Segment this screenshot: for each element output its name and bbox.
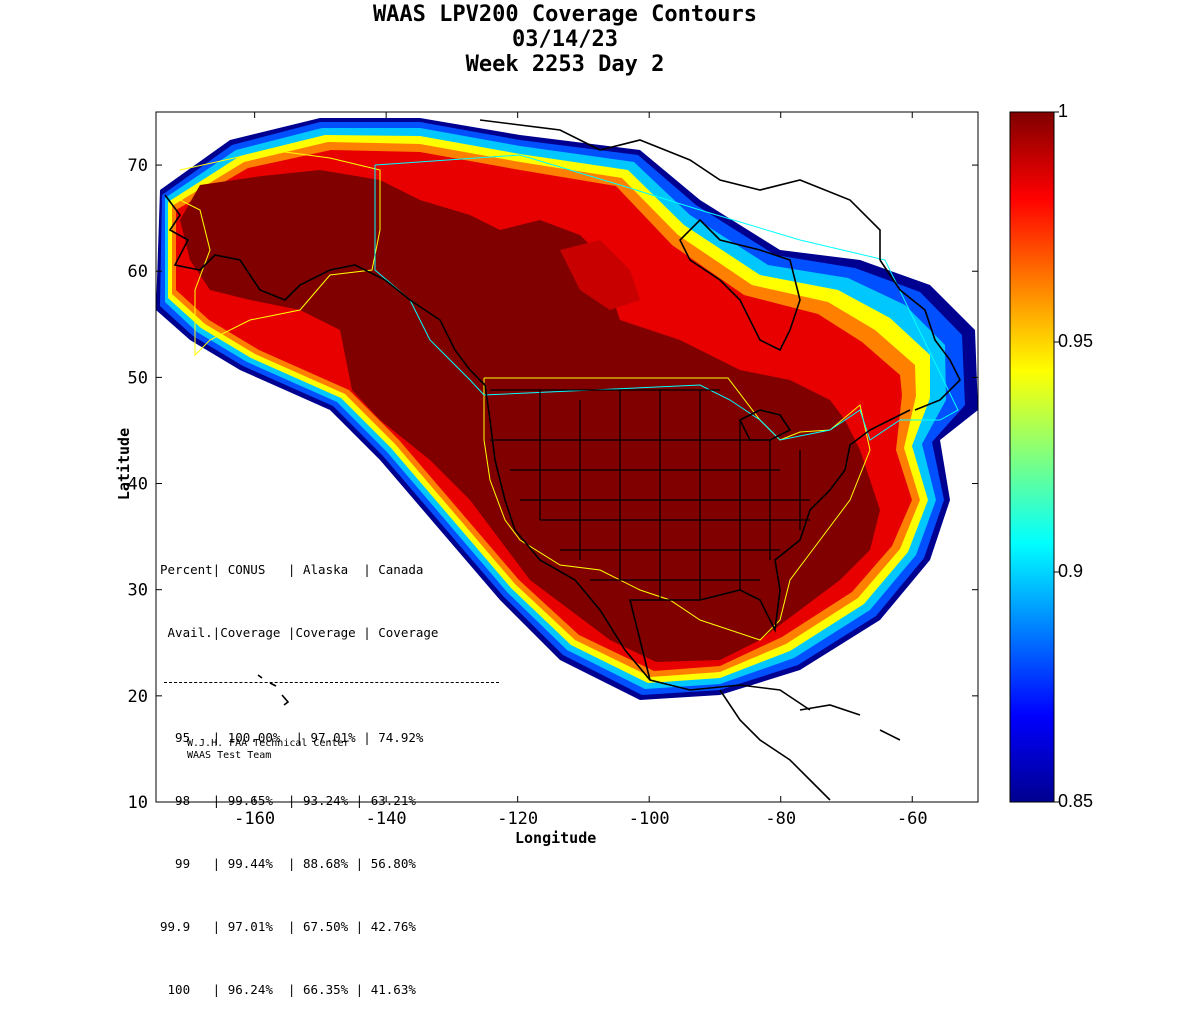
y-tick-label: 30 — [128, 581, 148, 601]
islands-caribbean — [799, 704, 901, 741]
y-tick-label: 70 — [128, 156, 148, 176]
chart-week-day: Week 2253 Day 2 — [465, 52, 665, 77]
coast-central-america — [719, 689, 831, 801]
table-header-1: Percent| CONUS | Alaska | Canada — [160, 562, 424, 577]
boundary-cyan — [374, 154, 959, 441]
x-tick-label: -100 — [629, 809, 670, 829]
x-tick-label: -60 — [897, 809, 928, 829]
coverage-contours — [156, 118, 978, 801]
coverage-table: Percent| CONUS | Alaska | Canada Avail.|… — [160, 517, 499, 1021]
coast-labrador — [879, 259, 961, 411]
coast-west — [484, 384, 811, 711]
colorbar-tick-095: 0.95 — [1058, 331, 1094, 351]
coast-hudson — [679, 218, 801, 352]
coast-arctic — [479, 119, 881, 260]
y-tick-label: 20 — [128, 687, 148, 707]
x-axis-label: Longitude — [515, 829, 597, 847]
x-tick-label: -80 — [765, 809, 796, 829]
y-axis-label: Latitude — [115, 427, 134, 501]
credit-block: W.J.H. FAA Technical Center WAAS Test Te… — [187, 738, 350, 762]
contour-red-pocket — [560, 240, 640, 310]
table-row: 98 | 99.65% | 93.24% | 63.21% — [160, 793, 416, 808]
table-row: 100 | 96.24% | 66.35% | 41.63% — [160, 982, 416, 997]
y-tick-label: 10 — [128, 793, 148, 813]
hawaii — [257, 674, 290, 706]
coastlines — [164, 119, 961, 801]
table-row: 95 | 100.00% | 97.01% | 74.92% — [160, 730, 424, 745]
state-borders — [490, 389, 810, 600]
coast-alaska — [164, 194, 486, 386]
y-tick-label: 50 — [128, 368, 148, 388]
chart-title: WAAS LPV200 Coverage Contours — [372, 2, 758, 27]
x-tick-label: -140 — [366, 809, 407, 829]
y-tick-label: 60 — [128, 262, 148, 282]
x-tick-label: -120 — [497, 809, 538, 829]
coverage-map: -160 -140 -120 -100 -80 -60 70 60 50 40 30 20 10 — [128, 111, 1059, 829]
colorbar-tick-09: 0.9 — [1058, 561, 1084, 581]
axis-ticks: -160 -140 -120 -100 -80 -60 70 60 50 40 30 20 10 — [128, 112, 978, 829]
boundary-alaska — [179, 149, 381, 357]
table-header-2: Avail.|Coverage |Coverage | Coverage — [160, 625, 439, 640]
boundary-canada-conus — [483, 377, 871, 641]
coast-mexico-gulf — [628, 409, 911, 681]
credit-line-1: W.J.H. FAA Technical Center — [187, 738, 350, 749]
colorbar-tick-1: 1 — [1058, 101, 1069, 121]
y-tick-label: 40 — [128, 475, 148, 495]
table-row: 99 | 99.44% | 88.68% | 56.80% — [160, 856, 416, 871]
chart-date: 03/14/23 — [512, 27, 618, 52]
table-separator — [164, 682, 499, 683]
plot-frame — [155, 111, 979, 803]
credit-line-2: WAAS Test Team — [187, 750, 272, 761]
colorbar-tick-085: 0.85 — [1058, 791, 1094, 811]
colorbar — [1009, 111, 1055, 803]
contour-core — [180, 170, 880, 662]
table-row: 99.9 | 97.01% | 67.50% | 42.76% — [160, 919, 416, 934]
x-tick-label: -160 — [234, 809, 275, 829]
